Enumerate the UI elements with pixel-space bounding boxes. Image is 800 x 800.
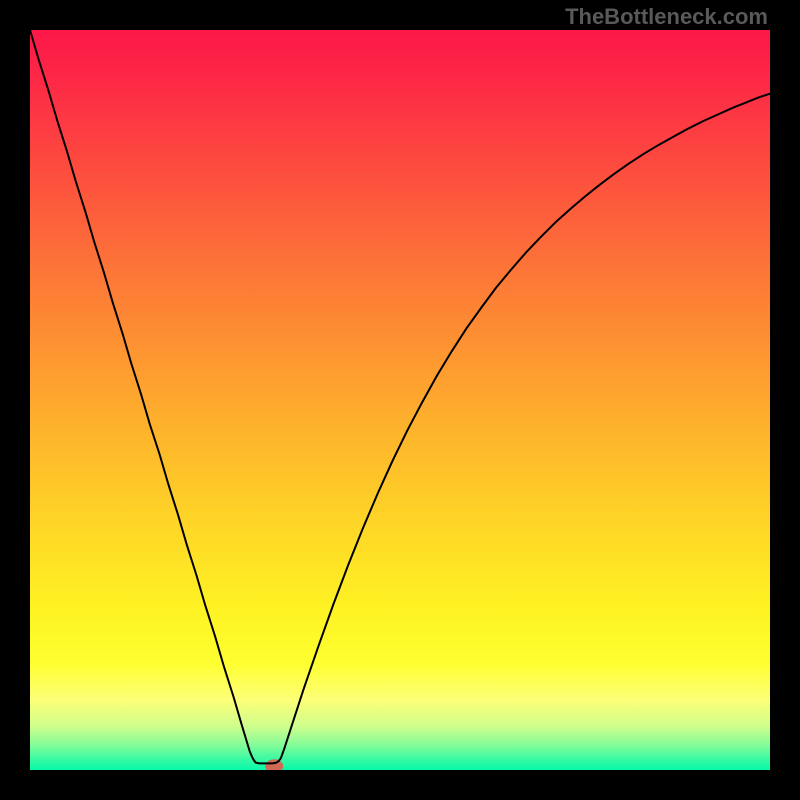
plot-area xyxy=(30,30,770,770)
plot-svg xyxy=(30,30,770,770)
gradient-background xyxy=(30,30,770,770)
watermark-text: TheBottleneck.com xyxy=(565,4,768,30)
chart-container: TheBottleneck.com xyxy=(0,0,800,800)
